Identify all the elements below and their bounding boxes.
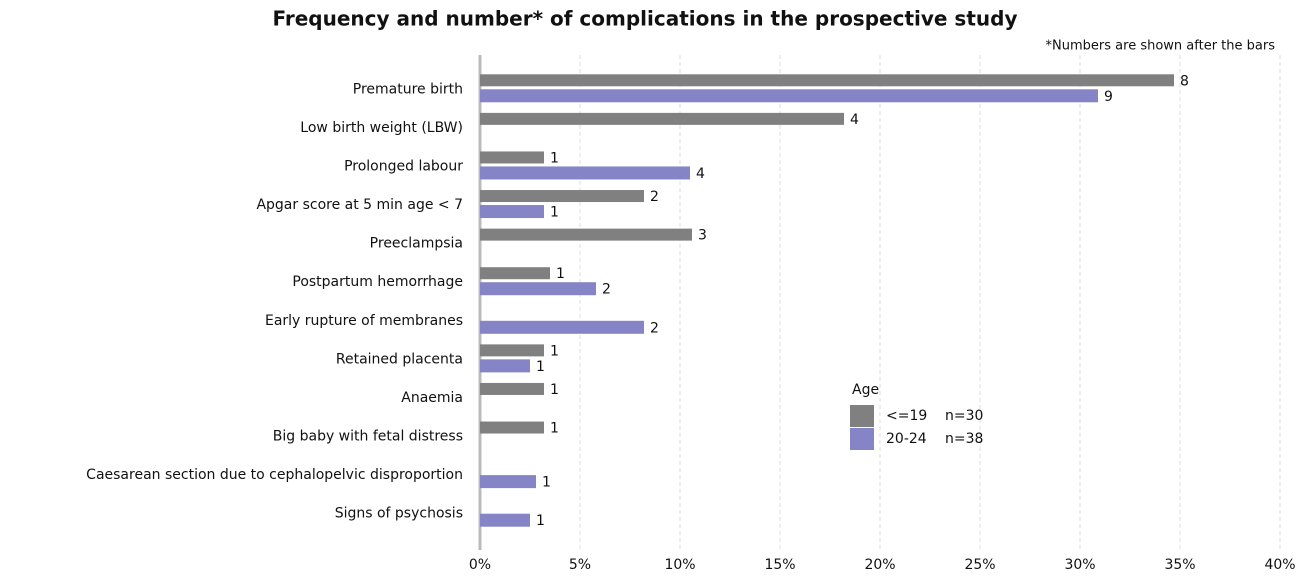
legend-n: n=30 [945,408,983,424]
bar [480,228,692,241]
y-tick-label: Preeclampsia [370,236,463,252]
y-tick-label: Big baby with fetal distress [273,429,463,445]
y-tick-label: Low birth weight (LBW) [300,120,463,136]
y-tick-label: Apgar score at 5 min age < 7 [256,197,463,213]
x-tick-label: 20% [864,557,895,573]
legend-title: Age [852,382,879,398]
bar [480,267,550,280]
data-label: 2 [602,282,611,298]
bar [480,166,690,180]
data-label: 1 [536,359,545,375]
y-tick-label: Retained placenta [336,351,463,367]
bar [480,282,596,296]
data-label: 4 [696,166,705,182]
y-tick-label: Premature birth [353,81,463,97]
bar [480,205,544,219]
data-label: 1 [536,513,545,529]
y-tick-label: Signs of psychosis [335,506,463,522]
legend-swatch [850,428,874,450]
data-label: 9 [1104,89,1113,105]
data-label: 1 [550,421,559,437]
bar [480,382,544,395]
bar [480,475,536,489]
bar [480,513,530,527]
bar [480,89,1098,103]
data-label: 1 [550,205,559,221]
bar [480,320,644,334]
y-tick-label: Postpartum hemorrhage [292,274,463,290]
data-label: 1 [556,266,565,282]
x-tick-label: 15% [764,557,795,573]
data-label: 1 [550,150,559,166]
data-label: 1 [542,475,551,491]
bar [480,344,544,357]
legend-label: 20-24 [886,431,927,447]
bar [480,151,544,164]
bar [480,359,530,373]
bar [480,112,844,125]
data-label: 1 [550,343,559,359]
legend-label: <=19 [886,408,927,424]
bar [480,190,644,203]
x-tick-label: 40% [1264,557,1295,573]
data-label: 8 [1180,73,1189,89]
x-tick-label: 5% [569,557,591,573]
x-tick-label: 10% [664,557,695,573]
bar [480,421,544,434]
bar [480,74,1174,87]
data-label: 2 [650,320,659,336]
y-tick-label: Anaemia [401,390,463,406]
legend-swatch [850,405,874,427]
x-tick-label: 30% [1064,557,1095,573]
y-tick-label: Prolonged labour [344,158,463,174]
y-tick-label: Early rupture of membranes [265,313,463,329]
data-label: 2 [650,189,659,205]
x-tick-label: 25% [964,557,995,573]
data-label: 1 [550,382,559,398]
chart-title: Frequency and number* of complications i… [273,7,1018,31]
data-label: 4 [850,112,859,128]
legend-n: n=38 [945,431,983,447]
chart-subtitle: *Numbers are shown after the bars [1046,39,1276,54]
x-tick-label: 0% [469,557,491,573]
y-tick-label: Caesarean section due to cephalopelvic d… [86,467,463,483]
data-label: 3 [698,228,707,244]
x-tick-label: 35% [1164,557,1195,573]
